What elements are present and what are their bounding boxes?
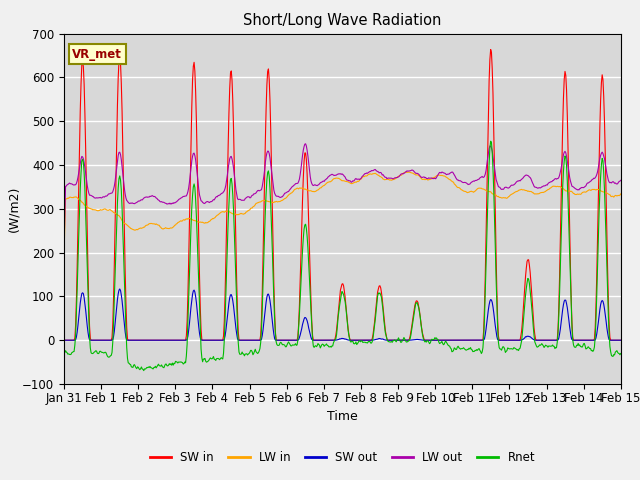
- Rnet: [240, 351, 248, 357]
- SW out: [131, 337, 138, 343]
- SW in: [60, 337, 68, 343]
- SW in: [487, 47, 495, 52]
- SW out: [292, 337, 300, 343]
- LW in: [239, 211, 246, 217]
- X-axis label: Time: Time: [327, 410, 358, 423]
- SW out: [116, 286, 124, 292]
- SW out: [60, 337, 68, 343]
- Rnet: [456, 346, 464, 352]
- Rnet: [292, 341, 300, 347]
- LW out: [60, 245, 68, 251]
- Line: LW out: LW out: [64, 144, 640, 248]
- LW out: [239, 197, 246, 203]
- Rnet: [487, 138, 495, 144]
- SW in: [422, 337, 430, 343]
- LW out: [268, 175, 276, 180]
- LW in: [268, 200, 276, 205]
- SW out: [240, 337, 248, 343]
- Line: SW out: SW out: [64, 289, 640, 340]
- SW in: [239, 337, 246, 343]
- SW in: [291, 337, 299, 343]
- SW out: [269, 325, 277, 331]
- LW in: [291, 187, 299, 192]
- Text: VR_met: VR_met: [72, 48, 122, 60]
- LW in: [456, 186, 464, 192]
- Rnet: [269, 273, 277, 279]
- Rnet: [423, 337, 431, 343]
- Line: Rnet: Rnet: [64, 141, 640, 371]
- LW in: [423, 177, 431, 182]
- Y-axis label: (W/m2): (W/m2): [8, 186, 20, 232]
- LW out: [456, 178, 464, 184]
- Legend: SW in, LW in, SW out, LW out, Rnet: SW in, LW in, SW out, LW out, Rnet: [145, 446, 540, 468]
- Rnet: [60, 346, 68, 351]
- LW in: [130, 227, 138, 233]
- Line: LW in: LW in: [64, 172, 640, 255]
- LW out: [301, 141, 309, 147]
- SW in: [456, 337, 463, 343]
- LW out: [291, 182, 299, 188]
- LW out: [423, 176, 431, 181]
- Line: SW in: SW in: [64, 49, 640, 340]
- LW out: [130, 201, 138, 206]
- Title: Short/Long Wave Radiation: Short/Long Wave Radiation: [243, 13, 442, 28]
- SW in: [130, 337, 138, 343]
- LW in: [60, 252, 68, 258]
- SW out: [456, 337, 464, 343]
- Rnet: [140, 368, 148, 373]
- SW out: [423, 337, 431, 343]
- SW in: [268, 204, 276, 210]
- LW in: [404, 169, 412, 175]
- Rnet: [130, 362, 138, 368]
